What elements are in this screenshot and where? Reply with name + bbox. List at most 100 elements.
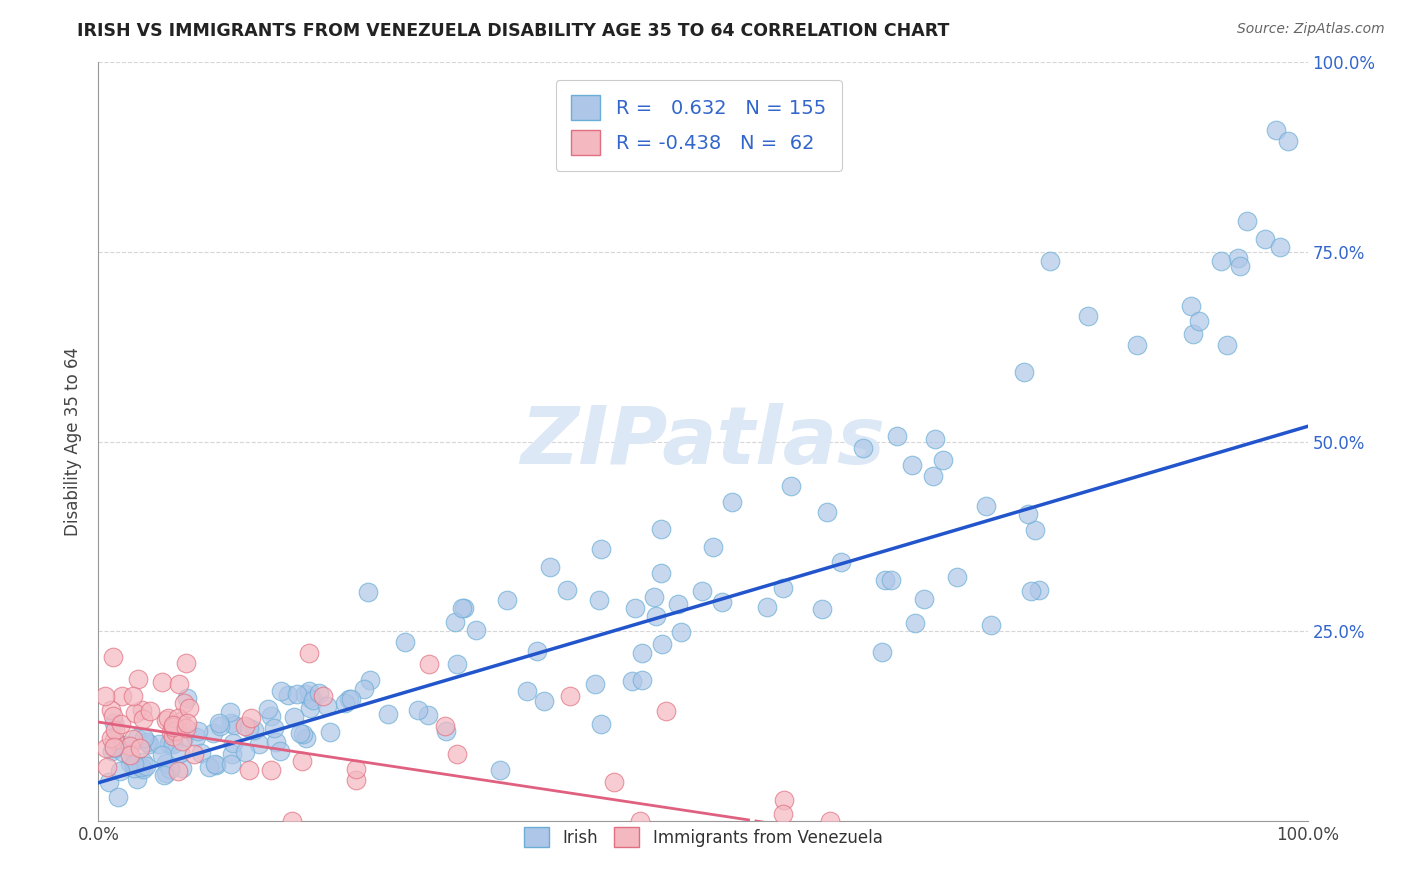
Point [155,713,177,727]
Point [830,555,852,569]
Point [1012,365,1035,379]
Point [100,704,122,718]
Point [344,772,367,787]
Point [538,560,561,574]
Point [873,573,896,587]
Point [100,744,122,758]
Point [148,737,170,751]
Point [238,763,260,777]
Point [221,747,243,762]
Point [357,585,380,599]
Point [643,590,665,604]
Point [298,684,321,698]
Point [155,766,177,780]
Point [339,692,361,706]
Point [870,645,893,659]
Point [173,696,195,710]
Point [270,684,292,698]
Y-axis label: Disability Age 35 to 64: Disability Age 35 to 64 [65,347,83,536]
Point [316,699,339,714]
Point [112,744,135,758]
Point [233,745,256,759]
Text: Source: ZipAtlas.com: Source: ZipAtlas.com [1237,22,1385,37]
Point [127,772,149,787]
Point [174,657,197,671]
Point [122,761,145,775]
Point [811,602,834,616]
Point [176,691,198,706]
Point [444,615,467,629]
Point [516,683,538,698]
Point [159,762,181,776]
Point [603,775,626,789]
Point [163,724,186,739]
Point [1229,260,1251,274]
Point [418,657,440,671]
Point [104,723,127,737]
Point [160,725,183,739]
Point [162,717,184,731]
Text: ZIPatlas: ZIPatlas [520,402,886,481]
Point [1254,232,1277,246]
Point [291,754,314,768]
Point [1227,251,1250,265]
Point [269,743,291,757]
Point [394,634,416,648]
Point [651,637,673,651]
Point [921,469,943,483]
Point [107,789,129,804]
Point [135,735,157,749]
Point [650,566,672,581]
Point [170,761,193,775]
Point [97,774,120,789]
Point [202,725,225,739]
Point [177,701,200,715]
Point [153,768,176,782]
Point [721,494,744,508]
Point [169,677,191,691]
Point [294,687,316,701]
Point [285,687,308,701]
Point [277,689,299,703]
Point [669,624,692,639]
Point [779,479,801,493]
Point [298,691,321,706]
Point [94,740,117,755]
Point [127,731,149,745]
Point [980,617,1002,632]
Point [162,730,184,744]
Point [259,709,281,723]
Point [257,702,280,716]
Point [118,747,141,762]
Point [711,594,734,608]
Point [1182,327,1205,342]
Point [446,657,468,671]
Point [219,756,242,771]
Point [187,724,209,739]
Point [377,706,399,721]
Point [183,747,205,762]
Point [110,764,132,779]
Point [450,601,472,615]
Point [690,583,713,598]
Point [173,730,195,744]
Point [772,807,794,822]
Point [631,646,654,660]
Point [247,738,270,752]
Point [650,522,672,536]
Point [311,689,333,703]
Point [162,720,184,734]
Point [103,733,125,747]
Point [132,756,155,770]
Point [628,814,651,828]
Point [1188,314,1211,328]
Point [169,746,191,760]
Point [1024,523,1046,537]
Point [533,694,555,708]
Point [124,757,146,772]
Point [496,592,519,607]
Point [124,706,146,720]
Point [555,582,578,597]
Point [198,760,221,774]
Point [176,721,198,735]
